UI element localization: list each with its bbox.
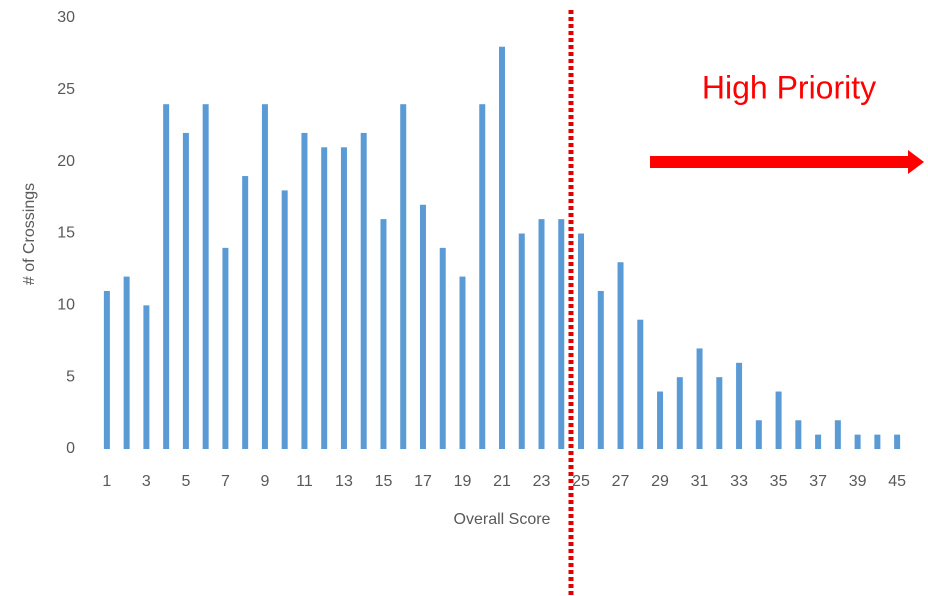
y-axis-label: # of Crossings [21,183,38,285]
bar [538,219,545,449]
x-tick-label: 33 [730,473,748,490]
bar [815,434,822,449]
bar [755,420,762,449]
x-tick-label: 15 [375,473,393,490]
bar [657,391,664,449]
annotation: High Priority [702,69,876,105]
bar [360,132,367,449]
bar [400,104,407,449]
bar [775,391,782,449]
bar [736,362,743,449]
bar [518,233,525,449]
x-tick-label: 39 [849,473,867,490]
bar [874,434,881,449]
bar [163,104,170,449]
bar [499,46,505,449]
y-tick-label: 15 [57,225,75,242]
bar [578,233,585,449]
x-tick-label: 13 [335,473,353,490]
y-tick-label: 0 [66,440,75,457]
x-axis-label: Overall Score [454,511,551,528]
bar [419,204,426,449]
x-tick-label: 37 [809,473,827,490]
bar [242,176,249,450]
arrow-head [908,150,924,174]
bar [834,420,841,449]
x-tick-label: 1 [102,473,111,490]
bar [123,276,130,449]
bar [558,219,565,449]
y-tick-label: 5 [66,368,75,385]
x-tick-label: 5 [181,473,190,490]
bar [340,147,347,450]
bar [597,290,604,449]
bar [439,247,446,449]
x-tick-label: 19 [454,473,472,490]
x-tick-label: 31 [691,473,709,490]
y-tick-label: 20 [57,153,75,170]
bar [321,147,328,450]
bar [301,132,308,449]
x-tick-label: 21 [493,473,511,490]
bar [103,290,110,449]
bar [894,434,901,449]
bar [222,247,229,449]
y-tick-label: 25 [57,81,75,98]
y-tick-label: 10 [57,297,75,314]
bar [854,434,861,449]
x-tick-label: 23 [533,473,551,490]
x-tick-label: 27 [612,473,630,490]
bar [281,190,288,449]
bar [696,348,703,449]
x-tick-label: 17 [414,473,432,490]
x-tick-label: 9 [260,473,269,490]
bar [261,104,268,449]
bar [716,377,723,449]
bar [795,420,802,449]
bar [637,319,644,449]
x-tick-label: 7 [221,473,230,490]
x-tick-label: 35 [770,473,788,490]
bar [143,305,150,449]
bar [202,104,209,449]
bar [182,132,189,449]
x-tick-label: 11 [296,473,313,490]
x-tick-label: 45 [888,473,906,490]
x-tick-label: 3 [142,473,151,490]
bar [676,377,683,449]
bar [479,104,486,449]
bar [617,262,624,449]
y-tick-label: 30 [57,9,75,26]
bar [380,219,387,449]
x-tick-label: 29 [651,473,669,490]
bar [459,276,466,449]
x-tick-label: 25 [572,473,590,490]
